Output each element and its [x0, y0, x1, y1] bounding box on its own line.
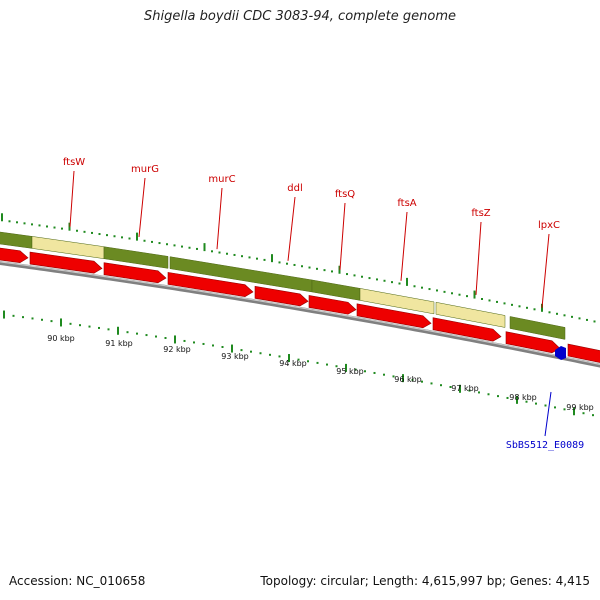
kbp-scale-labels: 90 kbp 91 kbp 92 kbp 93 kbp 94 kbp 95 kbp 96 k… [47, 334, 594, 412]
kbp-label: 91 kbp [105, 339, 133, 348]
gene-label: ftsA [397, 198, 416, 209]
cds-arrow [254, 285, 309, 307]
gene-leader-line [339, 202, 346, 270]
gene-block [0, 231, 33, 249]
kbp-label: 93 kbp [221, 352, 249, 361]
kbp-label: 94 kbp [279, 359, 307, 368]
kbp-label: 96 kbp [394, 375, 422, 384]
gene-leader-line [216, 187, 223, 250]
gene-block [435, 301, 506, 328]
accession-text: Accession: NC_010658 [9, 574, 146, 588]
kbp-label: 92 kbp [163, 345, 191, 354]
cds-arrow [567, 343, 600, 363]
gene-label: lpxC [538, 220, 560, 231]
inner-tick-track [1, 213, 596, 323]
backbone-line [0, 260, 600, 368]
cds-arrow [432, 317, 502, 342]
gene-leader-line [541, 233, 550, 308]
gene-leader-line [138, 177, 146, 237]
gene-leader-line [69, 170, 75, 227]
backbone-highlight [0, 261, 600, 366]
genome-summary-text: Topology: circular; Length: 4,615,997 bp… [260, 574, 590, 588]
genome-backbone [0, 260, 600, 368]
gene-block [509, 316, 566, 340]
kbp-label: 97 kbp [451, 384, 479, 393]
cds-arrow [29, 251, 103, 274]
cds-arrow-track [0, 247, 600, 363]
gene-label: murC [208, 174, 235, 185]
gene-leader-line [475, 221, 482, 295]
gene-block [359, 288, 435, 315]
cds-arrow [103, 262, 167, 284]
gene-leader-line [287, 196, 296, 261]
gene-block [103, 246, 169, 269]
cds-arrow [308, 295, 357, 315]
kbp-label: 99 kbp [566, 403, 594, 412]
gene-label: ftsQ [335, 189, 355, 200]
outer-tick-track [3, 310, 594, 417]
feature-marker [555, 346, 566, 360]
gene-label: ddl [287, 183, 302, 194]
map-title: Shigella boydii CDC 3083-94, complete ge… [143, 9, 457, 24]
cds-arrow [356, 303, 432, 329]
gene-label: murG [131, 164, 159, 175]
kbp-label: 95 kbp [336, 367, 364, 376]
gene-leader-line [400, 211, 408, 281]
feature-annotation: SbBS512_E0089 [506, 346, 584, 451]
gene-labels: ftsW murG murC ddl ftsQ ftsA ftsZ lpxC [63, 157, 560, 308]
gene-label: ftsW [63, 157, 85, 168]
gene-label: ftsZ [471, 208, 490, 219]
kbp-label: 98 kbp [509, 393, 537, 402]
feature-leader-line [544, 391, 552, 437]
gene-bar-track [0, 231, 566, 340]
kbp-label: 90 kbp [47, 334, 75, 343]
cds-arrow [167, 272, 254, 297]
feature-label: SbBS512_E0089 [506, 440, 584, 451]
cds-arrow [0, 247, 29, 264]
